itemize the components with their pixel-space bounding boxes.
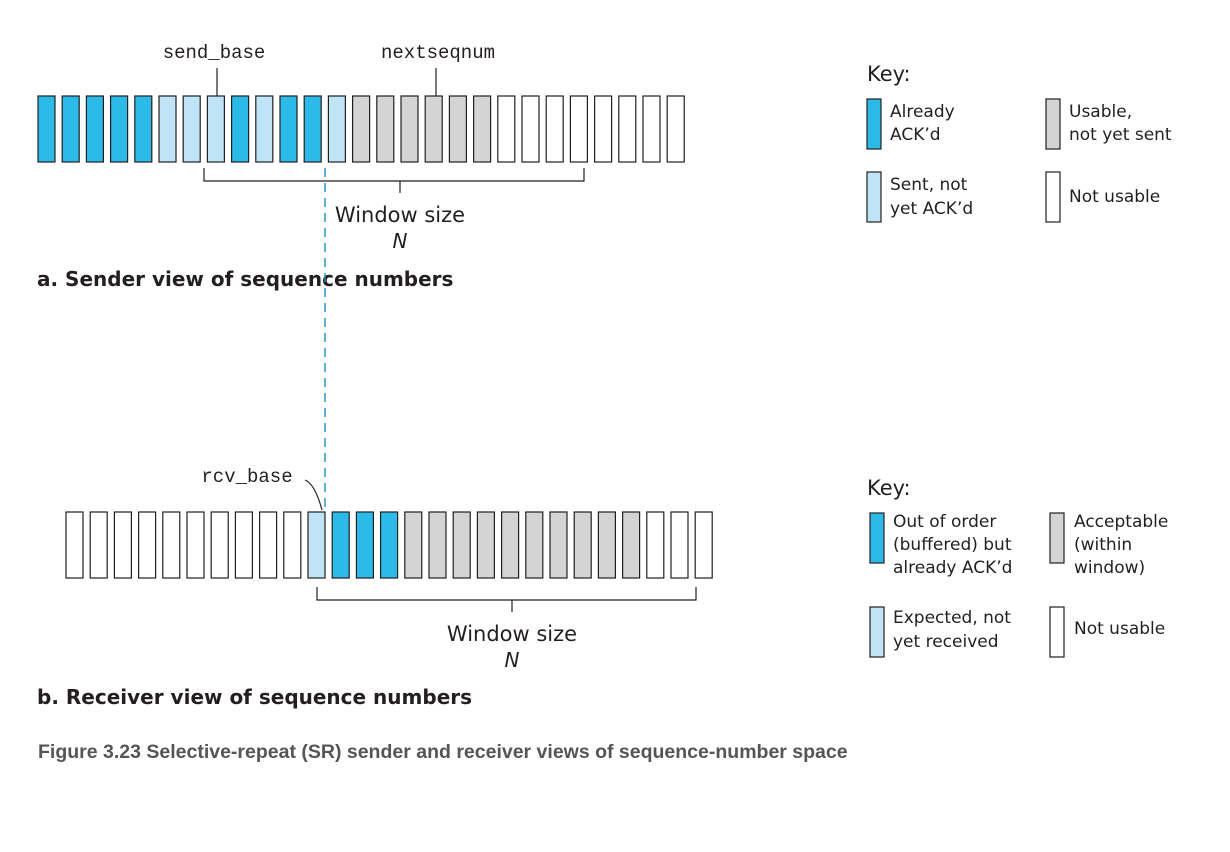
sender-seq-cell-not-usable	[642, 95, 661, 163]
receiver-key-pending-line1: Expected, not	[893, 608, 1011, 628]
sender-key-not-usable-swatch	[1045, 171, 1061, 223]
sender-key-not-usable-line1: Not usable	[1069, 187, 1160, 207]
receiver-key-pending-swatch	[869, 606, 885, 658]
receiver-window-label: Window size	[447, 622, 577, 646]
sender-key-acked-line2: ACK’d	[890, 125, 941, 145]
sender-seq-cell-not-usable	[497, 95, 516, 163]
receiver-seq-cell-usable	[452, 511, 471, 579]
rcv-base-label: rcv_base	[201, 466, 292, 488]
sender-seq-cell-usable	[376, 95, 395, 163]
receiver-key-acked-line2: (buffered) but	[893, 535, 1012, 555]
sender-seq-cell-pending	[206, 95, 225, 163]
receiver-sequence-cells	[65, 511, 713, 579]
sender-view-title: a. Sender view of sequence numbers	[37, 267, 453, 291]
receiver-key-title: Key:	[867, 476, 911, 500]
receiver-key-usable-line2: (within	[1074, 535, 1132, 555]
sender-seq-cell-not-usable	[545, 95, 564, 163]
receiver-key-pending-line2: yet received	[893, 632, 999, 652]
sender-seq-cell-pending	[158, 95, 177, 163]
receiver-seq-cell-usable	[476, 511, 495, 579]
figure-caption: Figure 3.23 Selective-repeat (SR) sender…	[38, 741, 848, 763]
receiver-key-usable-line1: Acceptable	[1074, 512, 1168, 532]
receiver-seq-cell-usable	[621, 511, 641, 579]
sender-seq-cell-not-usable	[593, 95, 613, 163]
receiver-window-symbol: N	[505, 648, 520, 672]
sender-seq-cell-usable	[424, 95, 443, 163]
receiver-seq-cell-usable	[597, 511, 617, 579]
sender-key-pending-line1: Sent, not	[890, 175, 968, 195]
receiver-window-bracket	[316, 587, 697, 612]
sender-seq-cell-usable	[400, 95, 419, 163]
receiver-key-acked-line1: Out of order	[893, 512, 996, 532]
rcv-base-pointer	[304, 479, 323, 511]
sender-key-usable-line1: Usable,	[1069, 102, 1132, 122]
sender-key-usable-line2: not yet sent	[1069, 125, 1172, 145]
receiver-seq-cell-usable	[428, 511, 447, 579]
sender-window-symbol: N	[393, 229, 408, 253]
receiver-seq-cell-not-usable	[162, 511, 181, 579]
sender-seq-cell-not-usable	[666, 95, 685, 163]
receiver-key-not-usable-line1: Not usable	[1074, 619, 1165, 639]
receiver-key: Key: Out of order (buffered) but already…	[867, 476, 1168, 658]
sender-sequence-cells	[37, 95, 685, 163]
sender-seq-cell-not-usable	[618, 95, 637, 163]
sender-key-pending-line2: yet ACK’d	[890, 199, 973, 219]
receiver-seq-cell-usable	[501, 511, 520, 579]
sender-seq-cell-pending	[182, 95, 201, 163]
receiver-seq-cell-usable	[573, 511, 592, 579]
receiver-seq-cell-not-usable	[259, 511, 278, 579]
receiver-seq-cell-acked	[380, 511, 399, 579]
sender-key-pending-swatch	[866, 171, 882, 223]
sender-seq-cell-pending	[327, 95, 346, 163]
sender-key-title: Key:	[867, 62, 911, 86]
sender-window-label: Window size	[335, 203, 465, 227]
receiver-key-usable-swatch	[1049, 512, 1065, 564]
sender-window-bracket	[203, 168, 585, 193]
receiver-seq-cell-usable	[404, 511, 423, 579]
receiver-key-usable-line3: window)	[1074, 558, 1145, 578]
receiver-seq-cell-not-usable	[113, 511, 133, 579]
sender-seq-cell-acked	[85, 95, 105, 163]
sender-seq-cell-acked	[61, 95, 80, 163]
sender-seq-cell-usable	[352, 95, 371, 163]
receiver-seq-cell-not-usable	[694, 511, 713, 579]
receiver-seq-cell-acked	[331, 511, 350, 579]
sender-seq-cell-acked	[134, 95, 153, 163]
receiver-seq-cell-not-usable	[283, 511, 302, 579]
sender-seq-cell-acked	[109, 95, 129, 163]
receiver-seq-cell-not-usable	[186, 511, 205, 579]
receiver-seq-cell-usable	[525, 511, 544, 579]
sender-seq-cell-acked	[231, 95, 250, 163]
sender-seq-cell-not-usable	[521, 95, 540, 163]
sender-key-usable-swatch	[1045, 98, 1061, 150]
sender-key-acked-swatch	[866, 98, 882, 150]
send-base-label: send_base	[163, 42, 266, 64]
receiver-seq-cell-not-usable	[138, 511, 157, 579]
nextseqnum-label: nextseqnum	[381, 42, 495, 64]
sender-seq-cell-not-usable	[569, 95, 589, 163]
sender-seq-cell-acked	[303, 95, 322, 163]
receiver-seq-cell-not-usable	[210, 511, 229, 579]
sender-seq-cell-pending	[255, 95, 274, 163]
receiver-seq-cell-not-usable	[234, 511, 253, 579]
sender-seq-cell-acked	[279, 95, 298, 163]
receiver-key-not-usable-swatch	[1049, 606, 1065, 658]
sender-key: Key: Already ACK’d Usable, not yet sent …	[866, 62, 1172, 223]
receiver-seq-cell-not-usable	[89, 511, 108, 579]
sender-seq-cell-usable	[448, 95, 467, 163]
receiver-view-title: b. Receiver view of sequence numbers	[37, 685, 472, 709]
sender-seq-cell-acked	[37, 95, 56, 163]
sender-key-acked-line1: Already	[890, 102, 955, 122]
receiver-seq-cell-pending	[307, 511, 326, 579]
receiver-seq-cell-not-usable	[670, 511, 689, 579]
receiver-key-acked-line3: already ACK’d	[893, 558, 1012, 578]
receiver-key-acked-swatch	[869, 512, 885, 564]
receiver-seq-cell-not-usable	[65, 511, 84, 579]
receiver-seq-cell-usable	[549, 511, 568, 579]
sender-seq-cell-usable	[473, 95, 492, 163]
receiver-seq-cell-acked	[355, 511, 374, 579]
receiver-seq-cell-not-usable	[646, 511, 665, 579]
